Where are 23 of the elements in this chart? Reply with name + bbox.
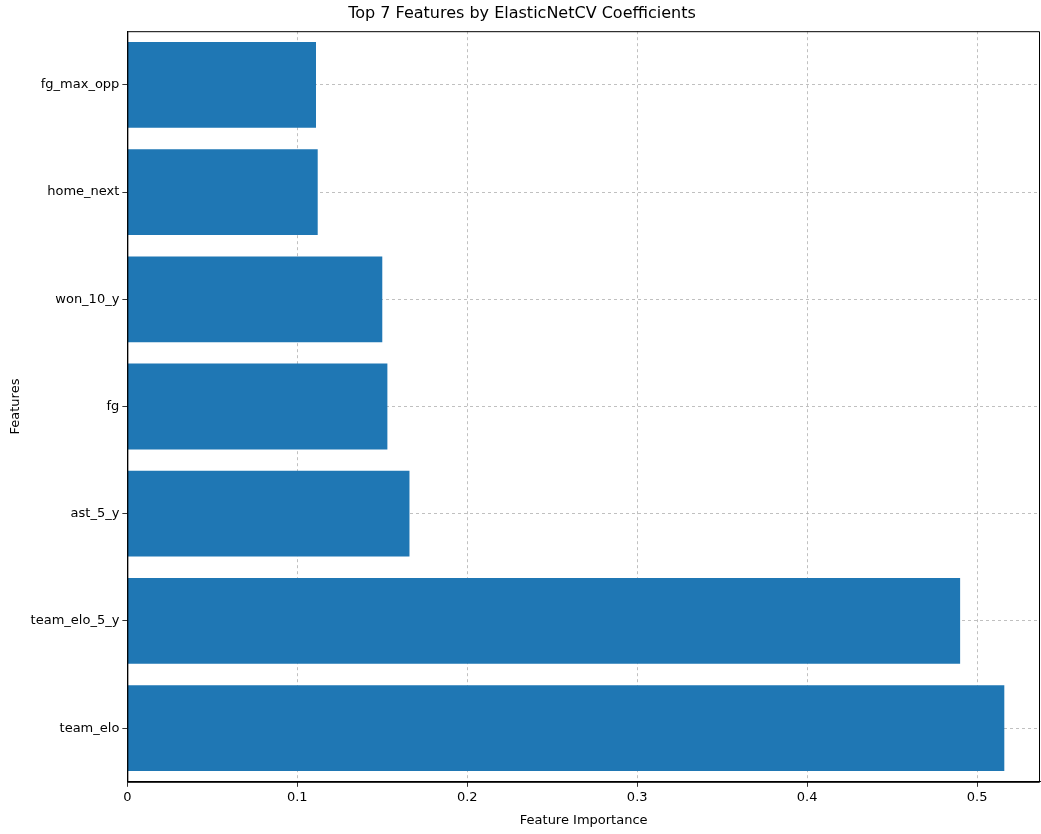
bar	[127, 149, 318, 235]
y-tick-label: team_elo	[59, 719, 120, 735]
x-tick-label: 0.5	[966, 788, 988, 804]
x-tick-label: 0.3	[626, 788, 648, 804]
bar	[127, 41, 316, 128]
y-tick-label: team_elo_5_y	[30, 612, 120, 628]
bar	[127, 363, 388, 450]
x-tick-label: 0.4	[796, 788, 818, 804]
bar	[127, 470, 410, 557]
y-tick-label: ast_5_y	[70, 505, 120, 521]
y-tick-label: won_10_y	[55, 290, 120, 306]
y-tick-label: fg	[106, 397, 120, 413]
y-axis-title: Features	[7, 378, 23, 435]
bar	[127, 685, 1005, 772]
x-tick-label: 0	[123, 788, 132, 804]
chart-title: Top 7 Features by ElasticNetCV Coefficients	[347, 2, 696, 22]
bar	[127, 256, 383, 343]
bar	[127, 578, 961, 664]
x-tick-label: 0.2	[456, 788, 478, 804]
x-tick-label: 0.1	[286, 788, 308, 804]
x-axis-title: Feature Importance	[519, 811, 648, 827]
y-tick-label: fg_max_opp	[40, 76, 120, 92]
y-tick-label: home_next	[47, 183, 120, 199]
